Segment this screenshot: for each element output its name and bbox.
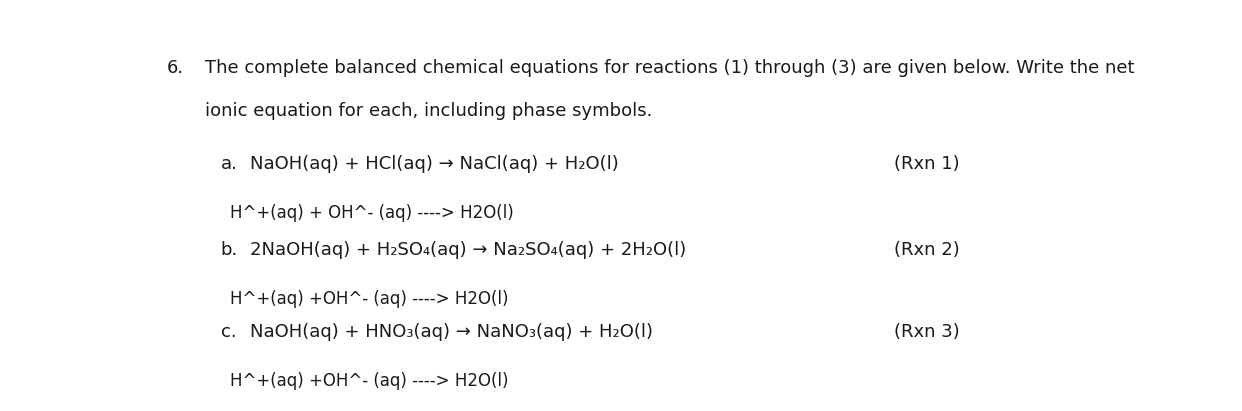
Text: (Rxn 3): (Rxn 3) [894, 323, 960, 341]
Text: NaOH(aq) + HNO₃(aq) → NaNO₃(aq) + H₂O(l): NaOH(aq) + HNO₃(aq) → NaNO₃(aq) + H₂O(l) [250, 323, 652, 341]
Text: 2NaOH(aq) + H₂SO₄(aq) → Na₂SO₄(aq) + 2H₂O(l): 2NaOH(aq) + H₂SO₄(aq) → Na₂SO₄(aq) + 2H₂… [250, 241, 686, 259]
Text: H^+(aq) + OH^- (aq) ----> H2O(l): H^+(aq) + OH^- (aq) ----> H2O(l) [230, 204, 514, 222]
Text: 6.: 6. [166, 59, 184, 77]
Text: (Rxn 1): (Rxn 1) [894, 155, 960, 173]
Text: ionic equation for each, including phase symbols.: ionic equation for each, including phase… [205, 102, 653, 120]
Text: NaOH(aq) + HCl(aq) → NaCl(aq) + H₂O(l): NaOH(aq) + HCl(aq) → NaCl(aq) + H₂O(l) [250, 155, 619, 173]
Text: H^+(aq) +OH^- (aq) ----> H2O(l): H^+(aq) +OH^- (aq) ----> H2O(l) [230, 290, 509, 308]
Text: H^+(aq) +OH^- (aq) ----> H2O(l): H^+(aq) +OH^- (aq) ----> H2O(l) [230, 372, 509, 390]
Text: The complete balanced chemical equations for reactions (1) through (3) are given: The complete balanced chemical equations… [205, 59, 1135, 77]
Text: b.: b. [221, 241, 238, 259]
Text: (Rxn 2): (Rxn 2) [894, 241, 960, 259]
Text: c.: c. [221, 323, 236, 341]
Text: a.: a. [221, 155, 237, 173]
